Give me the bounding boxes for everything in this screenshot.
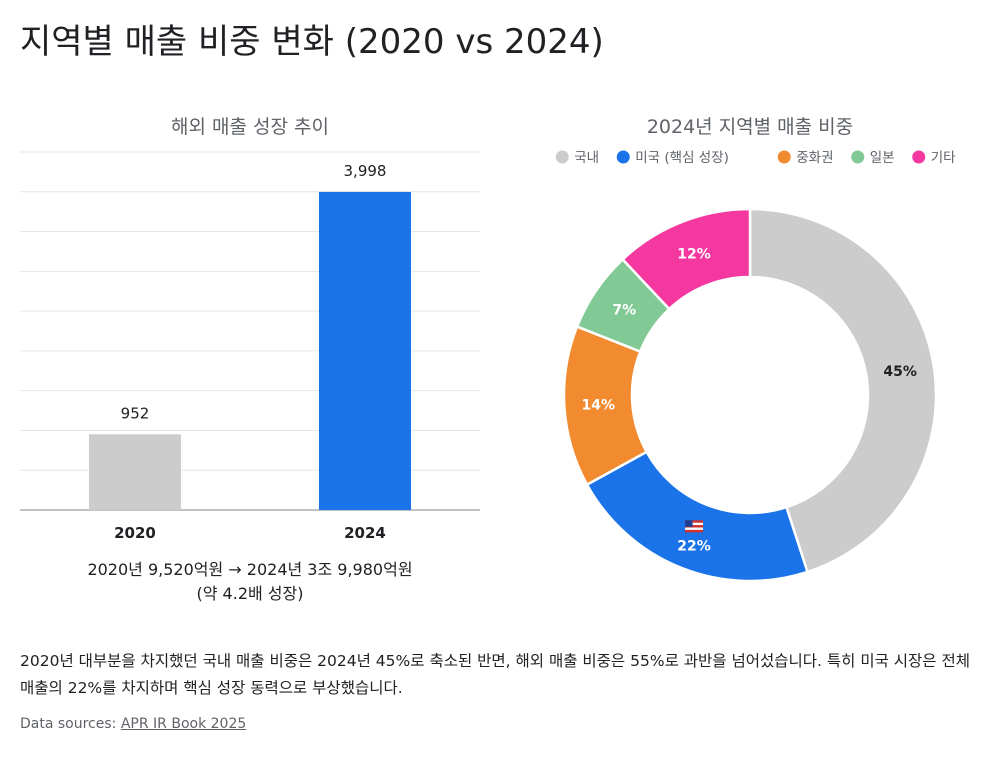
slice-label: 22% bbox=[677, 538, 711, 554]
sources-link[interactable]: APR IR Book 2025 bbox=[120, 716, 247, 732]
x-tick-label: 2020 bbox=[114, 524, 156, 542]
bar-value-label: 3,998 bbox=[344, 162, 387, 180]
legend-marker bbox=[555, 150, 569, 164]
page-title: 지역별 매출 비중 변화 (2020 vs 2024) bbox=[20, 22, 604, 62]
bar-2024 bbox=[319, 191, 411, 510]
bar-value-label: 952 bbox=[121, 404, 150, 422]
sources-label: Data sources: bbox=[20, 716, 117, 732]
summary-text: 2020년 대부분을 차지했던 국내 매출 비중은 2024년 45%로 축소된… bbox=[20, 652, 971, 697]
pie-chart-title: 2024년 지역별 매출 비중 bbox=[646, 116, 854, 138]
legend-label: 미국 (핵심 성장) bbox=[635, 150, 729, 166]
bar-caption-line2: (약 4.2배 성장) bbox=[196, 584, 304, 603]
legend-label: 일본 bbox=[870, 150, 895, 166]
legend-marker bbox=[777, 150, 791, 164]
legend-marker bbox=[616, 150, 630, 164]
slice-label: 14% bbox=[582, 398, 616, 414]
bar-chart: 952 2020 3,998 2024 bbox=[20, 151, 480, 542]
bar-caption-line1: 2020년 9,520억원 → 2024년 3조 9,980억원 bbox=[87, 560, 413, 579]
us-flag-icon bbox=[685, 520, 704, 533]
donut-slice bbox=[748, 207, 938, 574]
bar-chart-caption: 2020년 9,520억원 → 2024년 3조 9,980억원 (약 4.2배… bbox=[20, 558, 480, 606]
x-tick-label: 2024 bbox=[344, 524, 386, 542]
legend-marker bbox=[912, 150, 926, 164]
legend-marker bbox=[851, 150, 865, 164]
donut-chart: 국내 미국 (핵심 성장) 중화권 일본 기타 45% 22% 14% 7% 12% bbox=[555, 150, 956, 583]
legend-label: 국내 bbox=[574, 150, 599, 166]
donut-slice bbox=[585, 450, 810, 583]
slice-label: 12% bbox=[677, 247, 711, 263]
legend-label: 중화권 bbox=[796, 150, 833, 166]
data-sources: Data sources: APR IR Book 2025 bbox=[20, 716, 246, 732]
donut-slice bbox=[620, 207, 752, 311]
slice-label: 7% bbox=[612, 303, 636, 319]
legend-label: 기타 bbox=[931, 150, 956, 166]
bar-chart-title: 해외 매출 성장 추이 bbox=[171, 116, 329, 138]
bar-2020 bbox=[89, 434, 181, 510]
slice-label: 45% bbox=[883, 364, 917, 380]
